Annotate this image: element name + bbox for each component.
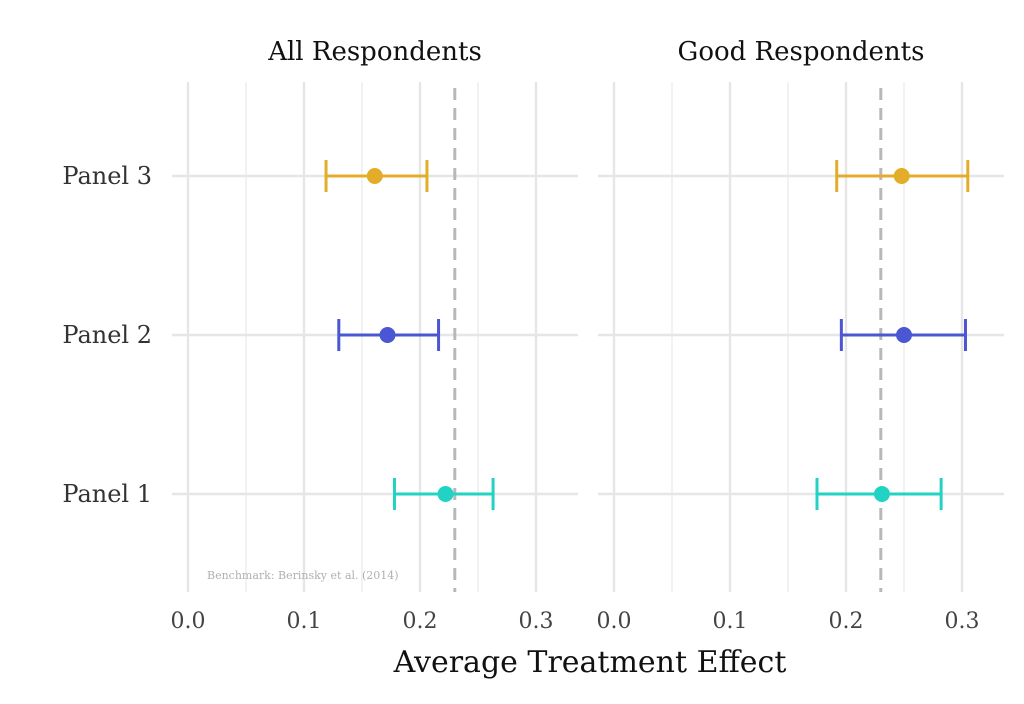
x-tick-label: 0.3 xyxy=(945,609,980,634)
y-tick-label: Panel 1 xyxy=(62,480,152,508)
facet-panel: 0.0 0.1 0.2 0.3 Benchmark: Berinsky et al. (… xyxy=(171,82,578,634)
x-tick-label: 0.0 xyxy=(171,609,206,634)
estimate-point xyxy=(366,168,383,184)
estimate-point xyxy=(379,327,396,343)
estimate-point xyxy=(873,486,890,502)
point-range xyxy=(835,160,970,192)
x-axis-label: Average Treatment Effect xyxy=(393,645,787,680)
x-tick-label: 0.1 xyxy=(713,609,748,634)
point-range xyxy=(392,478,495,510)
estimate-point xyxy=(896,327,912,343)
point-range xyxy=(337,319,441,351)
y-tick-label: Panel 3 xyxy=(62,162,152,190)
estimate-point xyxy=(893,168,910,184)
point-range xyxy=(815,478,943,510)
facet-title: All Respondents xyxy=(267,37,482,67)
point-range xyxy=(324,160,429,192)
x-tick-label: 0.1 xyxy=(287,609,322,634)
x-tick-label: 0.0 xyxy=(597,609,632,634)
x-tick-label: 0.2 xyxy=(829,609,864,634)
facet-title: Good Respondents xyxy=(678,37,925,67)
estimate-point xyxy=(437,486,454,502)
point-range xyxy=(839,319,967,351)
x-tick-label: 0.2 xyxy=(403,609,438,634)
x-tick-label: 0.3 xyxy=(519,609,554,634)
facet-panel: 0.0 0.1 0.2 0.3 xyxy=(597,82,1004,634)
y-tick-label: Panel 2 xyxy=(62,321,152,349)
benchmark-note: Benchmark: Berinsky et al. (2014) xyxy=(207,569,399,582)
